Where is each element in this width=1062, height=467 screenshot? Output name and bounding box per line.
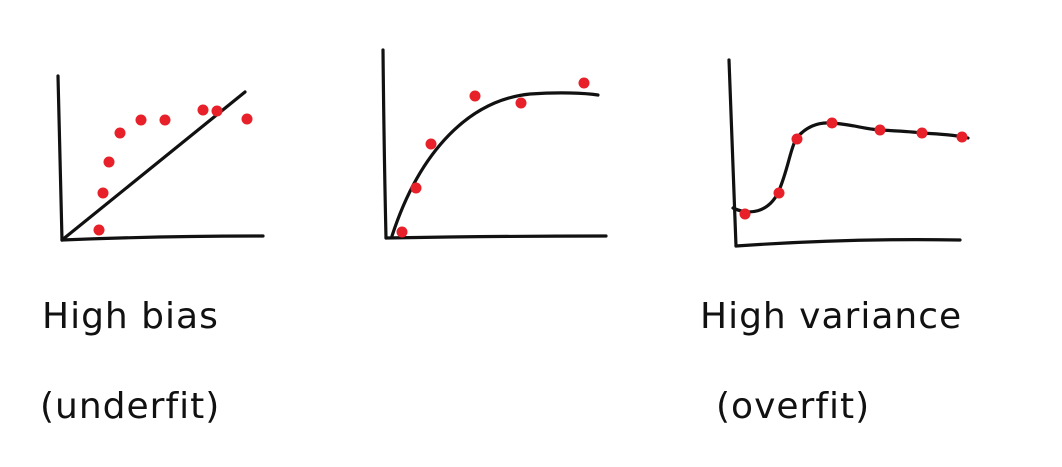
panel-high-bias: High bias (underfit) (40, 74, 265, 427)
panel-2-x-axis (384, 234, 608, 240)
panel-3-fit-curve (731, 121, 970, 214)
panel-2-points (396, 77, 590, 238)
p1-data-point (241, 113, 253, 125)
panel-1-caption-line1: High bias (42, 296, 219, 337)
panel-1-fit-line (60, 90, 247, 242)
p2-data-point (425, 138, 437, 150)
p1-data-point (197, 104, 209, 116)
p1-data-point (211, 105, 223, 117)
panel-1-points (93, 104, 253, 236)
p2-data-point (469, 90, 481, 102)
p1-data-point (97, 187, 109, 199)
p3-data-point (956, 131, 968, 143)
panel-3-y-axis (727, 58, 738, 248)
p1-data-point (135, 114, 147, 126)
p3-data-point (916, 127, 928, 139)
panel-high-variance: High variance (overfit) (700, 58, 970, 427)
p3-data-point (773, 187, 785, 199)
panel-1-y-axis (56, 74, 64, 242)
p3-data-point (826, 117, 838, 129)
p3-data-point (874, 124, 886, 136)
p2-data-point (578, 77, 590, 89)
p2-data-point (515, 97, 527, 109)
panel-2-fit-curve (390, 91, 600, 238)
p1-data-point (159, 114, 171, 126)
panel-1-caption-line2: (underfit) (40, 386, 220, 427)
panel-1-x-axis (60, 234, 265, 242)
panel-3-caption-line2: (overfit) (716, 386, 870, 427)
p3-data-point (739, 208, 751, 220)
p2-data-point (410, 182, 422, 194)
panel-good-fit (381, 48, 608, 240)
p2-data-point (396, 226, 408, 238)
p1-data-point (93, 224, 105, 236)
panel-3-caption-line1: High variance (700, 296, 962, 337)
panel-3-points (739, 117, 968, 220)
panel-3-x-axis (734, 238, 962, 248)
p1-data-point (114, 127, 126, 139)
p1-data-point (103, 156, 115, 168)
p3-data-point (791, 133, 803, 145)
panel-2-y-axis (381, 48, 388, 240)
